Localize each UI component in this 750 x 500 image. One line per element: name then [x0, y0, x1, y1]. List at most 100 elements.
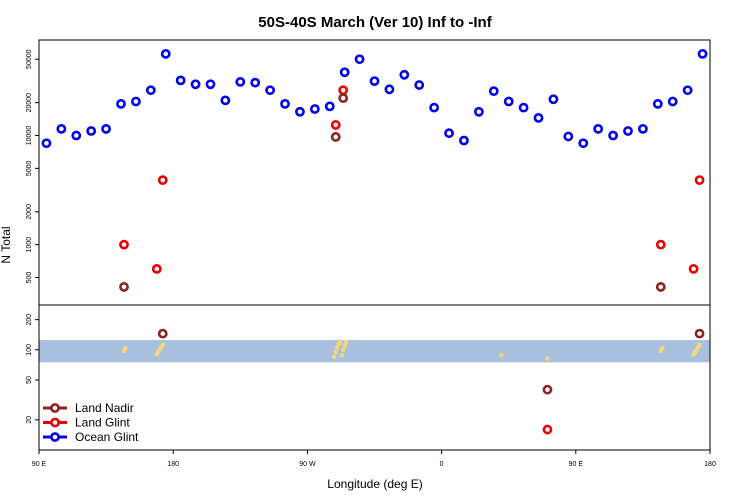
y-top-tick-label: 50000 [26, 49, 33, 69]
ocean-glint-point [250, 77, 261, 88]
ocean-glint-point [41, 138, 52, 149]
land-mark [339, 353, 344, 358]
series-layer [41, 48, 708, 435]
land-mark [154, 352, 159, 357]
ocean-glint-point [324, 101, 335, 112]
y-top-tick-label: 2000 [26, 204, 33, 220]
ocean-glint-point [160, 48, 171, 59]
land-nadir-point [338, 93, 349, 104]
ocean-glint-point [682, 85, 693, 96]
land-mark [159, 345, 164, 350]
land-mark [332, 354, 337, 359]
legend-label-land-glint: Land Glint [75, 416, 130, 430]
ocean-glint-point [488, 86, 499, 97]
land-mark [545, 356, 550, 361]
land-mark [344, 339, 349, 344]
ocean-glint-point [399, 69, 410, 80]
land-mark [156, 350, 161, 355]
land-mark [123, 346, 128, 351]
land-mark [342, 343, 347, 348]
ocean-glint-point [638, 123, 648, 134]
y-top-tick-label: 500 [26, 272, 33, 284]
y-axis-bottom: 20 50 100 200 [26, 314, 39, 424]
x-tick-label: 90 W [299, 461, 316, 468]
ocean-glint-point [608, 130, 618, 141]
land-glint-point [119, 239, 129, 250]
ocean-glint-point [220, 95, 231, 106]
bottom-panel-frame [38, 304, 711, 451]
land-mark [160, 342, 165, 347]
top-panel-frame [38, 39, 711, 306]
ocean-glint-point [473, 106, 484, 117]
y-top-tick-label: 20000 [26, 93, 33, 113]
land-mark [341, 347, 346, 352]
ocean-glint-point [116, 98, 126, 109]
ocean-glint-point [354, 54, 365, 65]
ocean-glint-point [265, 85, 276, 96]
ocean-glint-point [309, 104, 320, 114]
x-axis: 90 E 180 90 W 0 90 E 180 [32, 450, 716, 468]
ocean-glint-point [459, 135, 469, 146]
ocean-glint-point [280, 98, 290, 109]
ocean-glint-point [518, 102, 529, 113]
ocean-glint-point [503, 96, 514, 107]
land-mark [694, 347, 699, 352]
ocean-glint-point [444, 128, 454, 139]
chart-title: 50S-40S March (Ver 10) Inf to -Inf [258, 14, 492, 31]
land-nadir-point [655, 282, 666, 292]
y-bottom-tick-label: 20 [26, 416, 33, 424]
land-mark [660, 346, 665, 351]
land-mark [157, 347, 162, 352]
ocean-glint-point [533, 112, 544, 123]
ocean-glint-point [652, 98, 663, 109]
x-axis-label: Longitude (deg E) [327, 477, 422, 491]
land-mark [336, 341, 341, 346]
ocean-glint-point [623, 126, 633, 136]
land-glint-point [694, 175, 705, 186]
land-mark [335, 345, 340, 350]
land-glint-point [330, 120, 341, 130]
land-glint-point [157, 175, 168, 186]
ocean-glint-point [205, 79, 216, 90]
land-mark [333, 350, 338, 355]
ocean-glint-point [667, 96, 678, 107]
legend-label-land-nadir: Land Nadir [75, 401, 134, 415]
land-mark [499, 353, 504, 358]
land-glint-point [542, 424, 553, 435]
land-mark [658, 348, 663, 353]
land-nadir-point [694, 328, 705, 339]
land-nadir-point [157, 328, 168, 339]
ocean-glint-point [369, 76, 380, 87]
x-tick-label: 90 E [569, 461, 584, 468]
ocean-glint-point [429, 102, 440, 113]
x-tick-label: 180 [167, 461, 179, 468]
legend-label-ocean-glint: Ocean Glint [75, 430, 139, 444]
x-tick-label: 90 E [32, 461, 47, 468]
ocean-glint-point [295, 106, 305, 117]
y-axis-top: 500 1000 2000 5000 10000 20000 50000 [26, 49, 39, 283]
land-mark [696, 345, 701, 350]
land-glint-point [338, 85, 349, 96]
ocean-glint-point [235, 76, 246, 87]
x-tick-label: 180 [704, 461, 716, 468]
ocean-glint-point [71, 130, 82, 141]
legend-marker-ocean-glint [50, 432, 60, 442]
x-tick-label: 0 [440, 461, 444, 468]
land-nadir-point [119, 282, 129, 292]
land-mark [693, 350, 698, 355]
ocean-glint-point [175, 75, 186, 86]
y-top-tick-label: 5000 [26, 160, 33, 176]
land-glint-point [151, 263, 162, 274]
y-bottom-tick-label: 200 [26, 314, 33, 326]
legend-marker-land-glint [50, 417, 60, 428]
land-mark [697, 342, 702, 347]
ocean-glint-point [563, 131, 574, 142]
land-glint-point [688, 263, 699, 274]
ocean-glint-point [86, 126, 97, 136]
ocean-glint-point [190, 79, 201, 90]
land-marks-group [121, 339, 702, 361]
y-top-tick-label: 1000 [26, 237, 33, 253]
land-mark [121, 348, 126, 353]
